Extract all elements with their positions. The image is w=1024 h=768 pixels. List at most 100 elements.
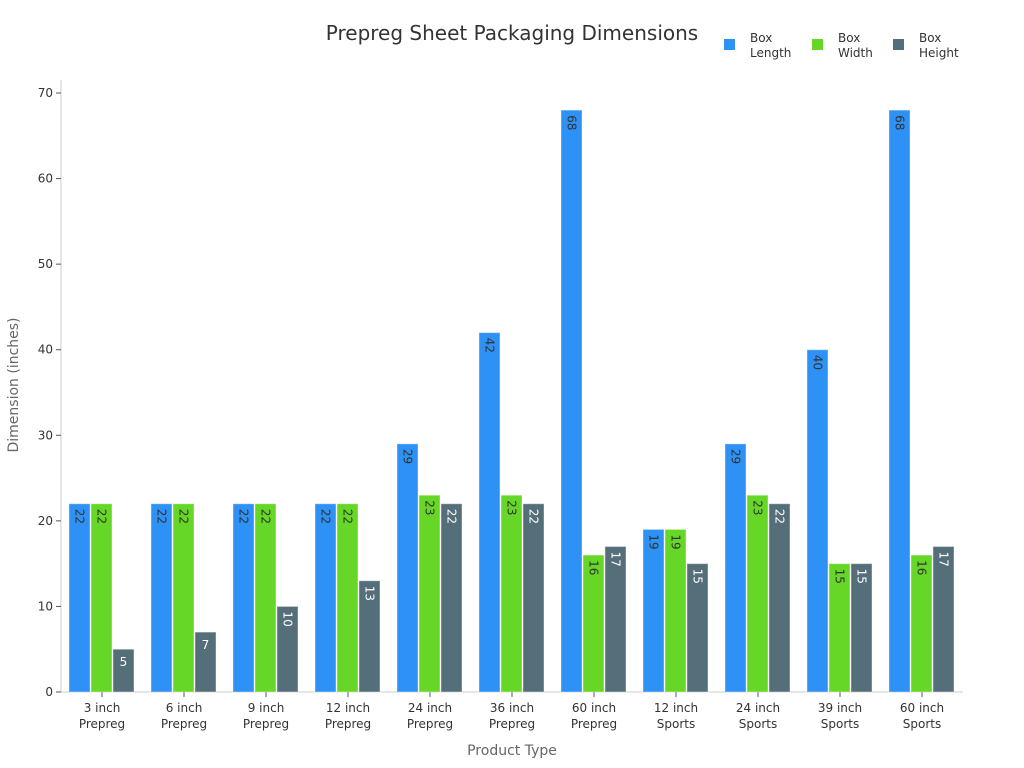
bar bbox=[478, 332, 501, 693]
legend-swatch bbox=[724, 39, 735, 50]
data-label: 22 bbox=[445, 509, 459, 524]
legend-swatch bbox=[812, 39, 823, 50]
bar bbox=[604, 546, 627, 693]
data-label: 22 bbox=[527, 509, 541, 524]
legend-label: Length bbox=[750, 46, 791, 60]
bar bbox=[560, 109, 583, 693]
legend-label: Width bbox=[838, 46, 873, 60]
bar bbox=[276, 605, 299, 693]
data-label: 22 bbox=[773, 509, 787, 524]
y-tick-label: 20 bbox=[38, 514, 53, 528]
data-label: 23 bbox=[505, 500, 519, 515]
data-label: 22 bbox=[155, 509, 169, 524]
bar bbox=[194, 631, 217, 693]
x-tick-label: Prepreg bbox=[243, 717, 289, 731]
x-tick-label: 36 inch bbox=[490, 701, 534, 715]
data-label: 16 bbox=[587, 560, 601, 575]
data-label: 68 bbox=[565, 115, 579, 130]
x-tick-label: Prepreg bbox=[407, 717, 453, 731]
data-label: 42 bbox=[483, 338, 497, 353]
data-label: 29 bbox=[729, 449, 743, 464]
x-tick-label: Sports bbox=[657, 717, 695, 731]
data-label: 17 bbox=[937, 552, 951, 567]
data-label: 13 bbox=[363, 586, 377, 601]
y-tick-label: 50 bbox=[38, 257, 53, 271]
data-label: 16 bbox=[915, 560, 929, 575]
y-tick-label: 40 bbox=[38, 343, 53, 357]
x-tick-label: Prepreg bbox=[161, 717, 207, 731]
bar bbox=[724, 443, 747, 693]
y-tick-label: 70 bbox=[38, 86, 53, 100]
x-tick-label: Sports bbox=[903, 717, 941, 731]
bar bbox=[500, 494, 523, 693]
data-label: 10 bbox=[281, 611, 295, 626]
y-tick-label: 10 bbox=[38, 599, 53, 613]
chart-title: Prepreg Sheet Packaging Dimensions bbox=[326, 21, 698, 45]
axes: 0 10 20 30 40 50 60 70 3 inch Prepreg 6 inch Prepre… bbox=[38, 80, 963, 731]
x-tick-label: Prepreg bbox=[571, 717, 617, 731]
bar bbox=[828, 563, 851, 693]
data-label: 22 bbox=[237, 509, 251, 524]
x-tick-label: 24 inch bbox=[408, 701, 452, 715]
bar bbox=[336, 503, 359, 693]
data-label: 22 bbox=[259, 509, 273, 524]
data-label: 22 bbox=[177, 509, 191, 524]
legend-label: Box bbox=[919, 31, 941, 45]
legend-label: Box bbox=[838, 31, 860, 45]
data-label: 19 bbox=[669, 534, 683, 549]
bar bbox=[910, 554, 933, 693]
bar bbox=[768, 503, 791, 693]
legend-swatch bbox=[893, 39, 904, 50]
legend-label: Box bbox=[750, 31, 772, 45]
data-label: 15 bbox=[691, 569, 705, 584]
x-tick-label: 39 inch bbox=[818, 701, 862, 715]
x-axis-label: Product Type bbox=[467, 743, 557, 759]
y-tick-label: 30 bbox=[38, 428, 53, 442]
bar bbox=[112, 648, 135, 693]
bar bbox=[418, 494, 441, 693]
bar bbox=[932, 546, 955, 693]
data-label: 7 bbox=[202, 638, 210, 652]
x-tick-label: Sports bbox=[821, 717, 859, 731]
bars: 22 22 5 22 22 7 22 22 10 22 22 13 29 23 22 42 23 22 68 16 17… bbox=[68, 109, 955, 693]
legend-label: Height bbox=[919, 46, 959, 60]
data-label: 15 bbox=[855, 569, 869, 584]
data-label: 22 bbox=[73, 509, 87, 524]
bar bbox=[396, 443, 419, 693]
data-label: 5 bbox=[120, 655, 128, 669]
bar bbox=[850, 563, 873, 693]
x-tick-label: Prepreg bbox=[325, 717, 371, 731]
data-label: 40 bbox=[811, 355, 825, 370]
data-label: 22 bbox=[95, 509, 109, 524]
bar bbox=[582, 554, 605, 693]
bar bbox=[746, 494, 769, 693]
bar bbox=[522, 503, 545, 693]
bar bbox=[150, 503, 173, 693]
x-tick-label: Sports bbox=[739, 717, 777, 731]
y-tick-label: 60 bbox=[38, 172, 53, 186]
x-tick-label: 9 inch bbox=[248, 701, 285, 715]
x-tick-label: 24 inch bbox=[736, 701, 780, 715]
bar bbox=[172, 503, 195, 693]
data-label: 22 bbox=[341, 509, 355, 524]
data-label: 17 bbox=[609, 552, 623, 567]
y-axis-label: Dimension (inches) bbox=[6, 317, 22, 452]
x-tick-label: 12 inch bbox=[654, 701, 698, 715]
bar bbox=[358, 580, 381, 693]
bar bbox=[686, 563, 709, 693]
x-tick-label: 3 inch bbox=[84, 701, 121, 715]
bar bbox=[68, 503, 91, 693]
data-label: 19 bbox=[647, 534, 661, 549]
bar bbox=[314, 503, 337, 693]
bar bbox=[806, 349, 829, 693]
data-label: 68 bbox=[893, 115, 907, 130]
x-tick-label: 6 inch bbox=[166, 701, 203, 715]
x-tick-label: 60 inch bbox=[572, 701, 616, 715]
data-label: 29 bbox=[401, 449, 415, 464]
x-tick-label: 60 inch bbox=[900, 701, 944, 715]
bar bbox=[254, 503, 277, 693]
y-tick-label: 0 bbox=[45, 685, 53, 699]
data-label: 15 bbox=[833, 569, 847, 584]
